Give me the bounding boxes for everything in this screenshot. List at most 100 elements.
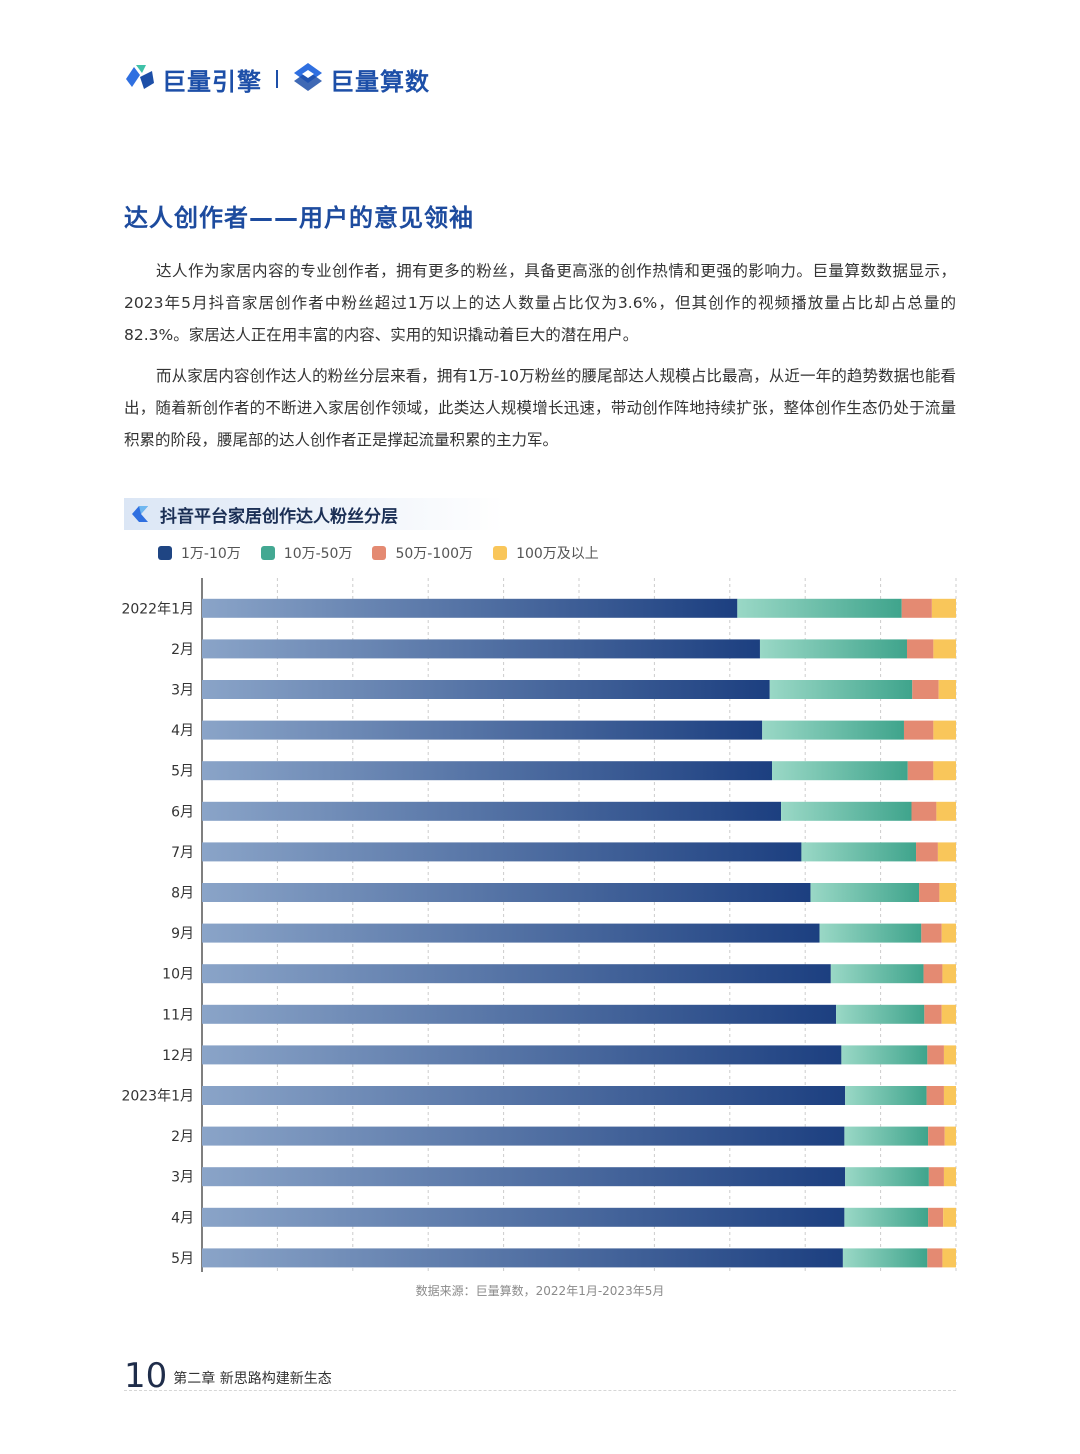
bar-segment-series-1 [202, 598, 738, 618]
bar-segment-series-4 [938, 680, 956, 699]
bar-segment-series-3 [927, 1045, 944, 1065]
bar-segment-series-4 [942, 964, 956, 984]
y-tick-label: 5月 [171, 764, 194, 780]
legend-item: 50万-100万 [372, 543, 473, 563]
bar-segment-series-1 [202, 923, 820, 943]
legend-label-1: 1万-10万 [181, 546, 241, 562]
bar-segment-series-3 [928, 1167, 944, 1187]
bar-segment-series-4 [931, 598, 956, 618]
bar-segment-series-2 [762, 720, 904, 740]
chart-legend: 1万-10万 10万-50万 50万-100万 100万及以上 [158, 543, 619, 563]
y-tick-label: 2月 [171, 1129, 194, 1145]
bar-segment-series-2 [844, 1126, 929, 1146]
bar-segment-series-3 [912, 680, 939, 699]
bar-segment-series-1 [202, 1045, 842, 1065]
footer: 10 第二章 新思路构建新生态 [124, 1358, 332, 1394]
y-tick-label: 6月 [171, 804, 194, 820]
bar-segment-series-4 [933, 761, 956, 781]
bar-segment-series-2 [801, 842, 917, 862]
y-tick-label: 2月 [171, 642, 194, 658]
ocean-engine-logo-text: 巨量引擎 [162, 67, 262, 96]
y-tick-label: 11月 [162, 1007, 194, 1023]
bar-segment-series-1 [202, 1086, 846, 1105]
bar-segment-series-2 [845, 1086, 927, 1105]
bar-segment-series-4 [937, 842, 956, 862]
legend-item: 100万及以上 [493, 543, 599, 563]
bar-segment-series-2 [810, 883, 920, 902]
legend-item: 1万-10万 [158, 543, 241, 563]
bar-segment-series-4 [942, 1248, 956, 1268]
bar-segment-series-3 [923, 964, 943, 984]
bar-segment-series-3 [928, 1207, 944, 1227]
bar-segment-series-4 [933, 639, 956, 659]
bar-segment-series-3 [907, 761, 934, 781]
y-tick-label: 12月 [162, 1048, 194, 1064]
bar-segment-series-4 [936, 801, 956, 821]
bar-segment-series-2 [781, 801, 912, 821]
logo-separator [276, 70, 278, 88]
y-tick-label: 4月 [171, 1210, 194, 1226]
bar-segment-series-2 [845, 1167, 929, 1187]
bar-segment-series-1 [202, 680, 770, 699]
bar-segment-series-1 [202, 761, 773, 781]
bar-segment-series-2 [844, 1207, 929, 1227]
legend-swatch-1 [158, 546, 172, 560]
bar-segment-series-4 [941, 923, 956, 943]
bar-segment-series-4 [943, 1207, 956, 1227]
bar-segment-series-3 [926, 1086, 944, 1105]
suanshu-logo-icon [292, 61, 324, 97]
bar-segment-series-4 [941, 1004, 956, 1024]
y-tick-label: 3月 [171, 1170, 194, 1186]
y-tick-label: 5月 [171, 1251, 194, 1267]
bar-segment-series-2 [759, 639, 907, 659]
bar-segment-series-1 [202, 883, 811, 902]
y-tick-label: 4月 [171, 723, 194, 739]
bar-segment-series-4 [943, 1167, 956, 1187]
y-tick-label: 10月 [162, 967, 194, 983]
bar-segment-series-1 [202, 1126, 845, 1146]
suanshu-logo-text: 巨量算数 [330, 67, 430, 96]
legend-swatch-2 [260, 546, 275, 560]
bar-segment-series-1 [202, 1004, 837, 1024]
bar-segment-series-3 [911, 801, 937, 821]
y-tick-label: 2022年1月 [121, 601, 194, 617]
bar-segment-series-2 [819, 923, 922, 943]
section-title: 达人创作者——用户的意见领袖 [124, 204, 474, 232]
bar-segment-series-2 [769, 680, 913, 699]
chart-title-icon [130, 504, 150, 524]
y-tick-label: 7月 [171, 845, 194, 861]
ocean-engine-logo-icon [124, 61, 156, 97]
bar-segment-series-3 [916, 842, 938, 862]
bar-segment-series-4 [944, 1126, 956, 1146]
stacked-bar-chart: 2022年1月 2月 3月 4月 5月 6月 7月 8月 9月 10月 11月 12月 2023年1月 2… [121, 578, 957, 1272]
bar-segment-series-3 [903, 720, 934, 740]
page-number: 10 [124, 1356, 168, 1396]
bar-segment-series-1 [202, 1167, 846, 1187]
bar-segment-series-2 [830, 964, 924, 984]
legend-swatch-3 [372, 546, 387, 560]
bar-segment-series-3 [921, 923, 942, 943]
bar-segment-series-2 [841, 1045, 928, 1065]
legend-swatch-4 [493, 546, 508, 560]
bar-segment-series-4 [939, 883, 956, 902]
bar-segment-series-1 [202, 639, 760, 659]
bar-segment-series-1 [202, 842, 802, 862]
bar-segment-series-4 [943, 1045, 956, 1065]
chart-title: 抖音平台家居创作达人粉丝分层 [160, 506, 398, 527]
legend-label-3: 50万-100万 [395, 546, 474, 562]
paragraph-2: 而从家居内容创作达人的粉丝分层来看，拥有1万-10万粉丝的腰尾部达人规模占比最高… [124, 367, 956, 449]
bar-segment-series-3 [901, 598, 932, 618]
bar-segment-series-1 [202, 801, 782, 821]
bar-segment-series-4 [933, 720, 956, 740]
legend-label-2: 10万-50万 [283, 546, 353, 562]
bar-segment-series-2 [737, 598, 902, 618]
y-tick-label: 2023年1月 [121, 1089, 194, 1105]
bar-segment-series-2 [836, 1004, 925, 1024]
data-source-note: 数据来源：巨量算数，2022年1月-2023年5月 [415, 1284, 665, 1298]
bar-segment-series-2 [842, 1248, 928, 1268]
bar-segment-series-1 [202, 964, 831, 984]
header: 巨量引擎 巨量算数 [124, 58, 430, 100]
bar-segment-series-1 [202, 720, 763, 740]
y-tick-label: 9月 [171, 926, 194, 942]
y-tick-label: 3月 [171, 683, 194, 699]
